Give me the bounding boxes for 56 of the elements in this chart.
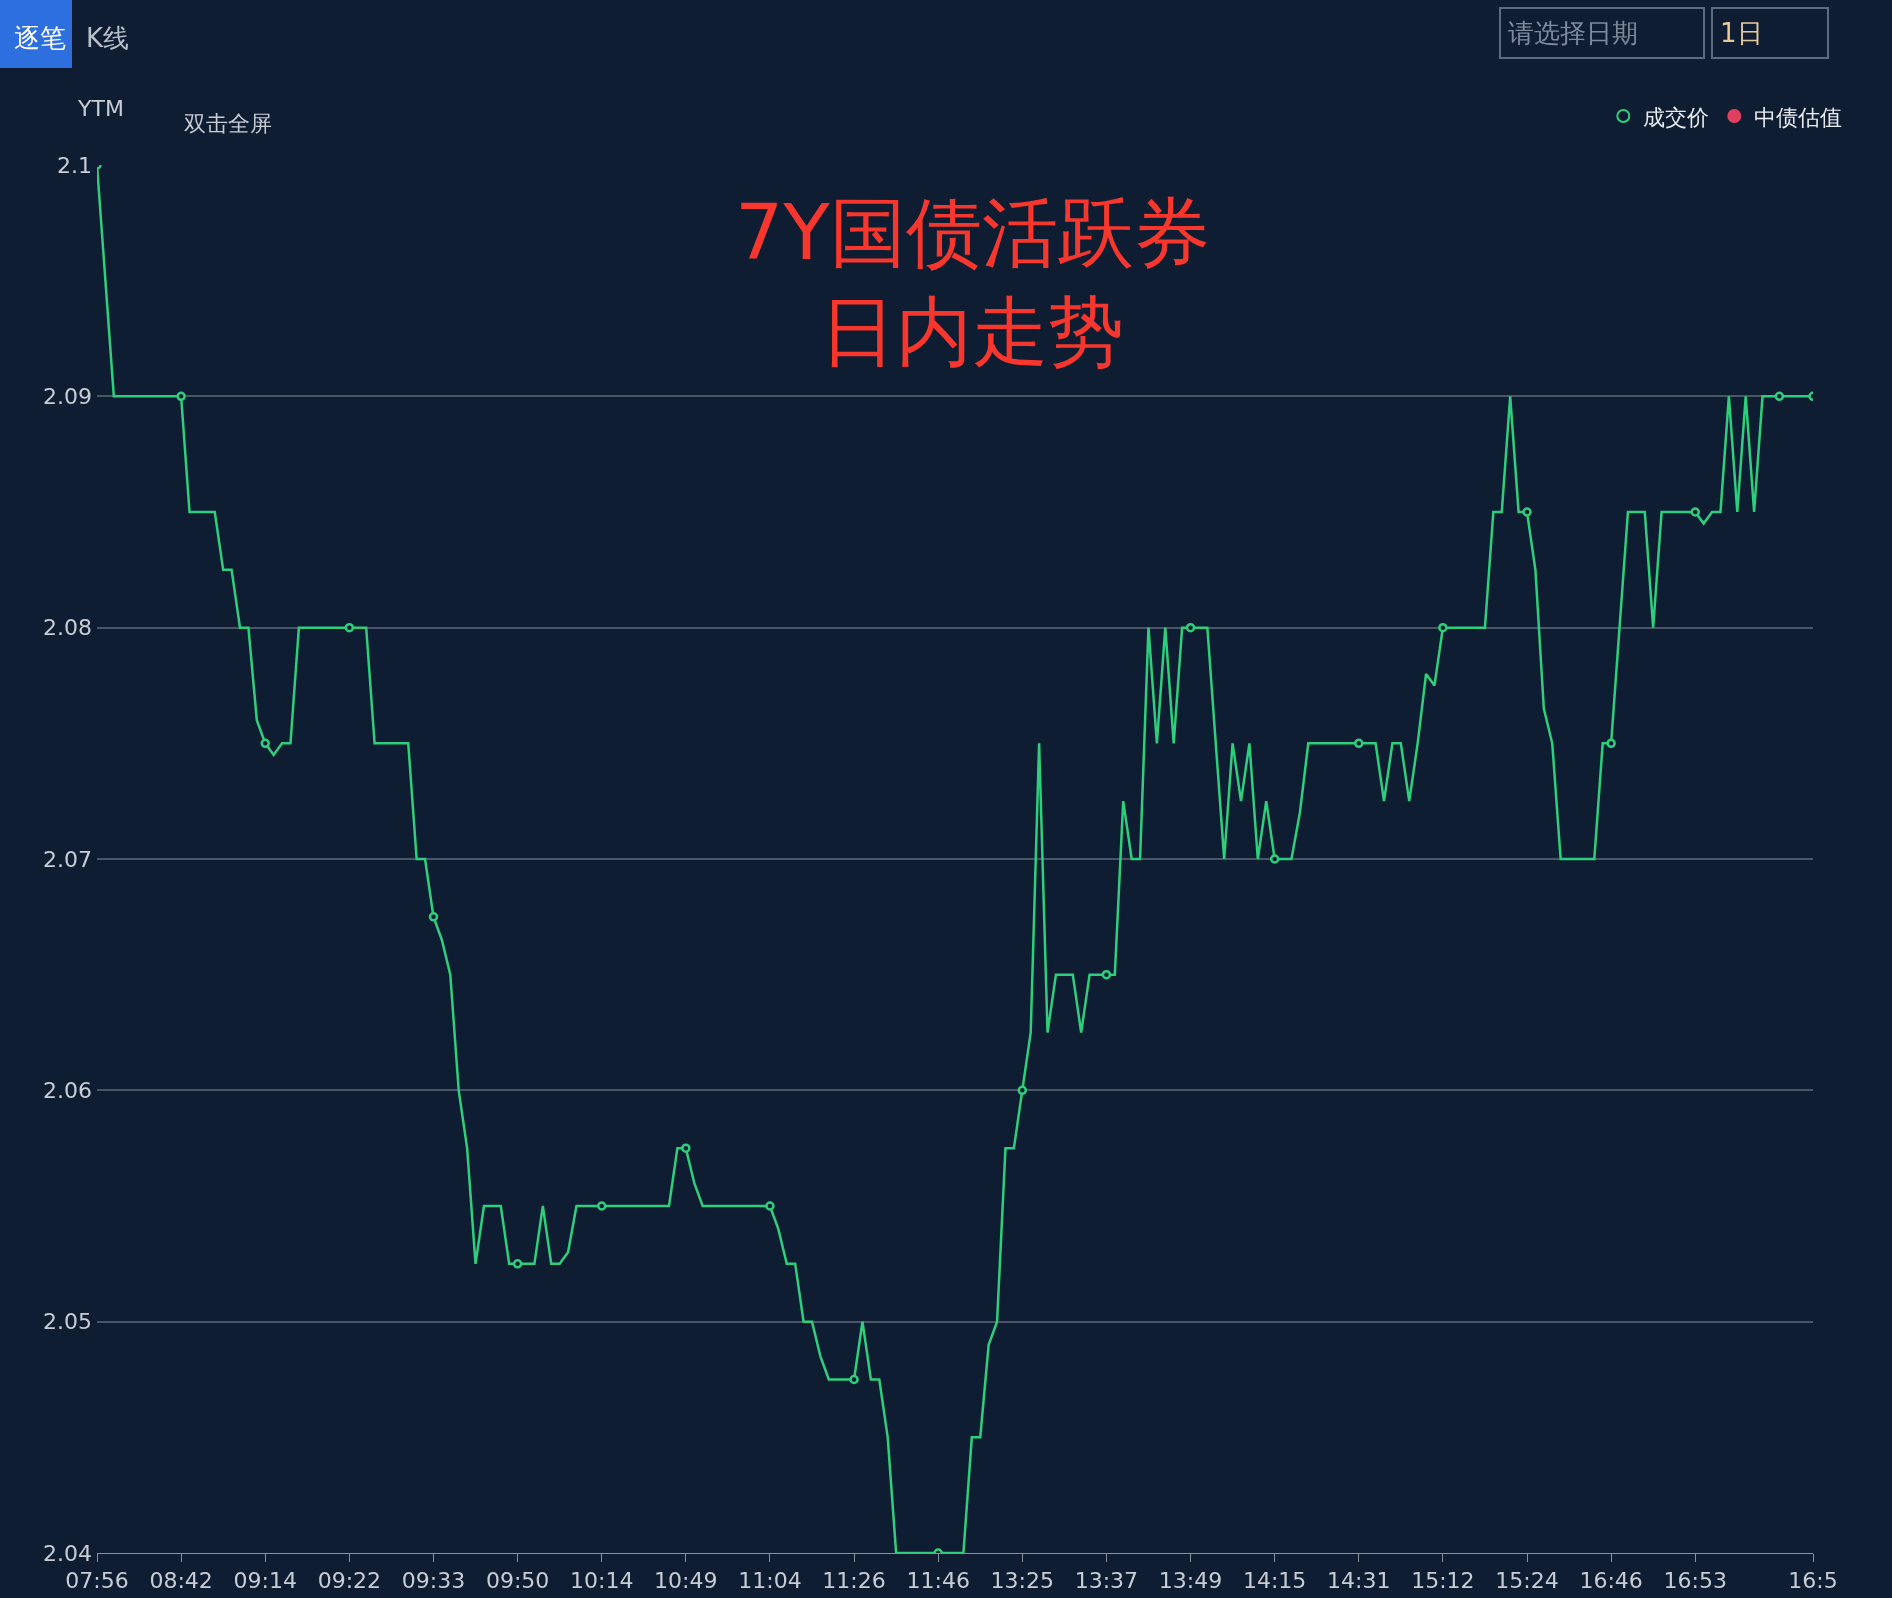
x-tick-label: 14:15	[1242, 1568, 1307, 1594]
x-tick-label: 10:49	[654, 1568, 718, 1594]
point	[1101, 969, 1112, 980]
x-tick-label: 13:37	[1074, 1568, 1139, 1594]
point	[1185, 622, 1196, 633]
x-tick-label: 11:04	[738, 1568, 802, 1594]
point	[1774, 391, 1785, 402]
y-tick-label: 2.08	[43, 615, 92, 641]
legend-label: 中债估值	[1754, 104, 1843, 130]
y-tick-label: 2.09	[43, 384, 92, 410]
x-tick-label: 11:26	[822, 1568, 886, 1594]
text: 请选择日期	[1508, 18, 1638, 48]
x-tick-label: 09:14	[233, 1568, 297, 1594]
point	[1269, 854, 1280, 864]
x-tick-label: 13:25	[990, 1568, 1054, 1594]
point	[1606, 738, 1616, 749]
text: K线	[86, 23, 130, 53]
x-tick-label: 16:46	[1579, 1568, 1643, 1594]
legend-label: 成交价	[1643, 104, 1710, 130]
point	[1354, 738, 1364, 749]
x-tick-label: 15:24	[1495, 1568, 1559, 1594]
point	[176, 391, 186, 402]
x-tick-label: 15:12	[1411, 1568, 1475, 1594]
x-tick-label: 10:14	[570, 1568, 634, 1594]
y-tick-label: 2.05	[43, 1309, 92, 1335]
point	[428, 912, 439, 922]
y-axis-title: YTM	[77, 96, 124, 121]
point	[1438, 622, 1448, 633]
point	[1017, 1085, 1028, 1096]
point	[765, 1201, 775, 1211]
text: 1日	[1720, 18, 1763, 48]
x-tick-label: 09:50	[485, 1568, 550, 1594]
y-tick-label: 2.06	[43, 1078, 92, 1104]
x-tick-label: 11:46	[906, 1568, 970, 1594]
y-tick-label: 2.07	[43, 846, 92, 872]
point	[1690, 507, 1700, 517]
x-tick-label: 07:56	[65, 1568, 129, 1594]
x-tick-label: 09:33	[401, 1568, 466, 1594]
text: 逐笔	[14, 23, 66, 53]
x-tick-label: 09:22	[317, 1568, 382, 1594]
text: 双击全屏	[184, 111, 272, 136]
point	[512, 1259, 523, 1269]
x-tick-label: 13:49	[1158, 1568, 1223, 1594]
text: 7Y国债活跃券日内走势	[735, 188, 1210, 376]
point	[681, 1143, 691, 1153]
x-tick-label: 16:5	[1788, 1568, 1838, 1594]
point	[1522, 507, 1532, 517]
point	[260, 738, 270, 749]
point	[596, 1201, 607, 1211]
point	[344, 622, 355, 633]
y-tick-label: 2.1	[57, 152, 92, 178]
y-tick-label: 2.04	[43, 1540, 92, 1566]
point	[849, 1374, 859, 1385]
x-tick-label: 16:53	[1663, 1568, 1727, 1594]
x-tick-label: 08:42	[149, 1568, 213, 1594]
x-tick-label: 14:31	[1327, 1568, 1391, 1594]
